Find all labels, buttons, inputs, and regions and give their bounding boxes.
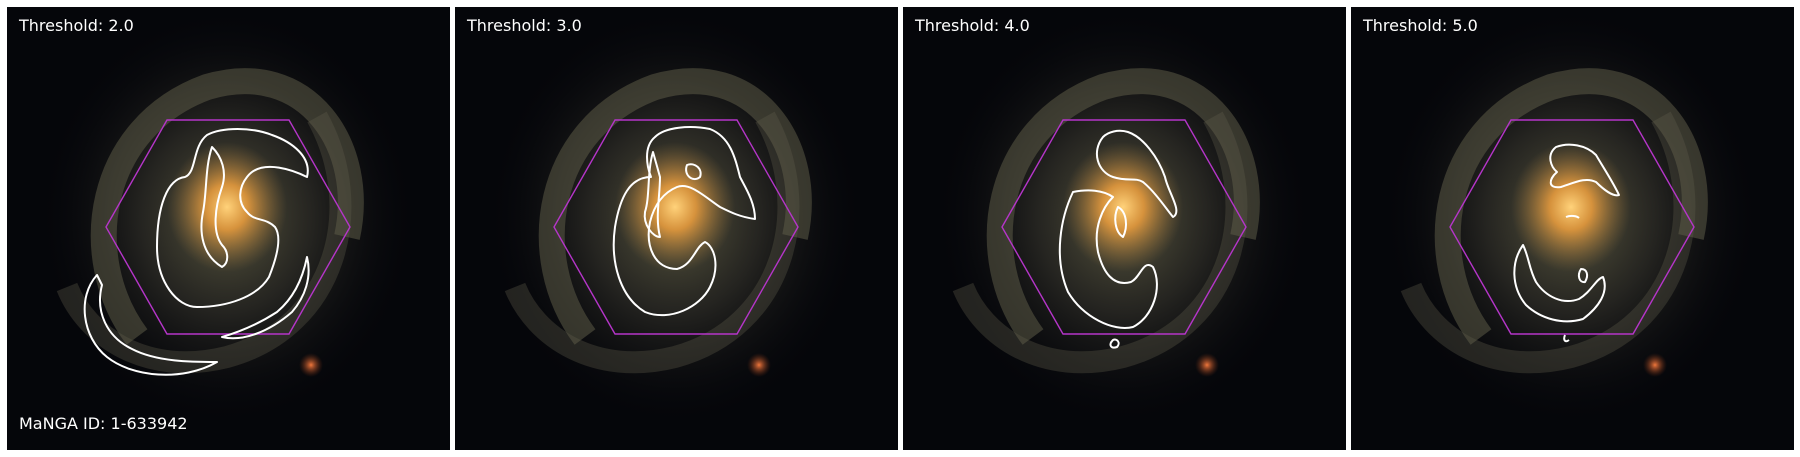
contour-lines: [1513, 143, 1620, 343]
foreground-star: [1643, 353, 1667, 377]
ifu-hexagon: [1001, 119, 1247, 335]
galaxy-image: [1351, 7, 1794, 450]
panel-threshold-4: Threshold: 4.0: [903, 7, 1346, 450]
galaxy-bulge: [167, 142, 287, 272]
galaxy-image: [455, 7, 898, 450]
panel-title: Threshold: 3.0: [467, 16, 582, 35]
ifu-hexagon: [105, 119, 351, 335]
panel-threshold-2: Threshold: 2.0 MaNGA ID: 1-633942: [7, 7, 450, 450]
panel-title: Threshold: 5.0: [1363, 16, 1478, 35]
ifu-hexagon: [553, 119, 799, 335]
foreground-star: [1195, 353, 1219, 377]
galaxy-bulge: [615, 142, 735, 272]
manga-id-label: MaNGA ID: 1-633942: [19, 414, 188, 433]
galaxy-image: [903, 7, 1346, 450]
contour-lines: [612, 126, 756, 317]
panel-title: Threshold: 4.0: [915, 16, 1030, 35]
foreground-star: [299, 353, 323, 377]
galaxy-image: [7, 7, 450, 450]
ifu-hexagon: [1449, 119, 1695, 335]
foreground-star: [747, 353, 771, 377]
galaxy-bulge: [1063, 142, 1183, 272]
panel-threshold-3: Threshold: 3.0: [455, 7, 898, 450]
galaxy-bulge: [1511, 142, 1631, 272]
panel-threshold-5: Threshold: 5.0: [1351, 7, 1794, 450]
contour-lines: [1058, 129, 1178, 349]
panel-title: Threshold: 2.0: [19, 16, 134, 35]
contour-lines: [83, 128, 310, 376]
